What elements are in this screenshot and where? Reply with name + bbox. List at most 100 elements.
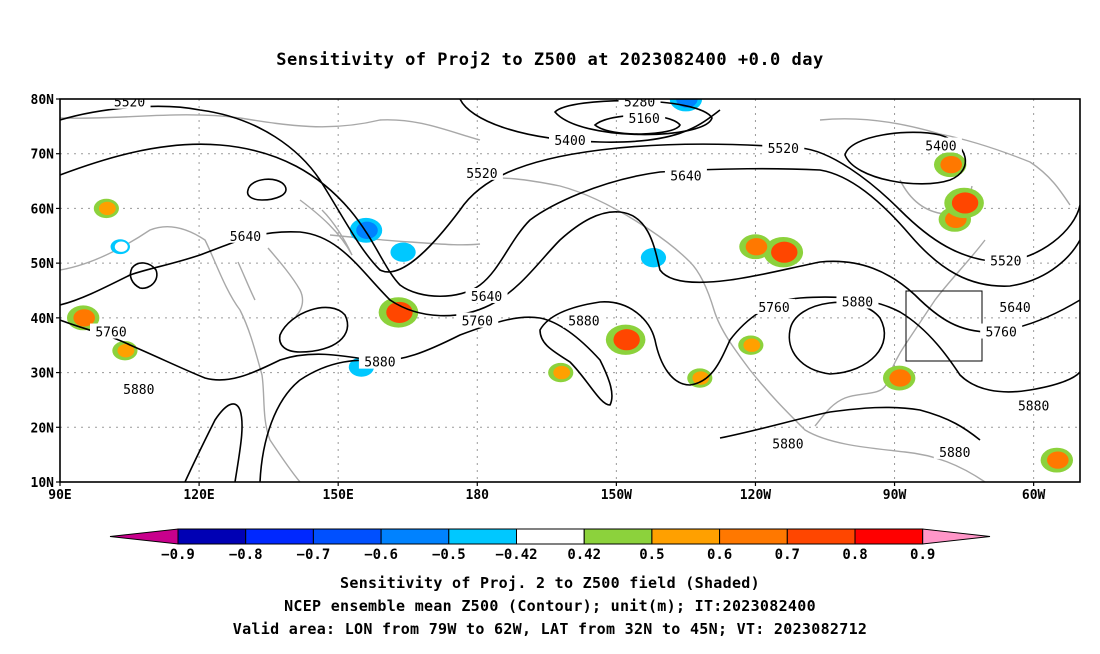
lon-label: 150W <box>601 488 632 503</box>
coast-east-asia <box>60 226 301 482</box>
colorbar-label: −0.9 <box>161 547 195 563</box>
contour-label: 5880 <box>842 295 873 310</box>
contour-5640-main <box>60 143 1080 298</box>
lon-label: 120W <box>740 488 771 503</box>
contour-label-bg <box>549 132 591 148</box>
colorbar-segment <box>312 528 382 545</box>
lon-label: 90W <box>883 488 907 503</box>
contour-label: 5640 <box>670 170 701 185</box>
contour-5760-main <box>60 211 1080 333</box>
sensitivity-patch <box>692 371 710 385</box>
contour-label-bg <box>766 435 809 451</box>
contour-high-mid <box>278 306 349 353</box>
lon-label: 150E <box>323 488 354 503</box>
sensitivity-patch <box>951 192 979 214</box>
contour-label: 5280 <box>624 96 655 111</box>
contour-label-bg <box>224 227 267 243</box>
sensitivity-patch <box>889 369 911 387</box>
colorbar-segment <box>854 528 924 545</box>
colorbar: −0.9 −0.8 −0.7 −0.6 −0.5 −0.42 0.42 0.5 0.6 0.7 0.… <box>109 528 991 563</box>
colorbar-segment <box>448 528 517 545</box>
contour-label-bg <box>90 323 132 339</box>
contour-label-bg <box>465 287 508 303</box>
contour-label: 5520 <box>768 142 799 157</box>
lat-label: 10N <box>31 476 55 491</box>
colorbar-label: −0.8 <box>229 547 263 563</box>
contour-label: 5400 <box>925 140 956 155</box>
colorbar-segment <box>177 528 247 545</box>
contour-label-bg <box>460 164 503 180</box>
contour-label-bg <box>623 110 666 126</box>
sensitivity-shading <box>66 99 1074 473</box>
contour-label: 5880 <box>939 446 970 461</box>
lat-label: 80N <box>31 93 55 108</box>
contour-label: 5520 <box>990 254 1021 269</box>
sensitivity-patch <box>1047 451 1069 469</box>
chart-title: Sensitivity of Proj2 to Z500 at 20230824… <box>276 50 824 70</box>
colorbar-high-triangle <box>922 528 991 545</box>
contour-5280 <box>553 99 713 136</box>
contour-5400-north <box>459 99 721 143</box>
colorbar-segment <box>245 528 314 545</box>
lat-label: 60N <box>31 202 55 217</box>
coast-kamchatka <box>299 199 353 256</box>
lon-label: 180 <box>466 488 490 503</box>
colorbar-segment <box>786 528 856 545</box>
sensitivity-patch <box>114 241 128 252</box>
z500-contours <box>60 99 1080 482</box>
colorbar-label: −0.7 <box>297 547 331 563</box>
colorbar-segment <box>583 528 653 545</box>
contour-label-bg <box>664 167 707 183</box>
colorbar-label: 0.8 <box>842 547 867 563</box>
sensitivity-patch <box>771 241 798 263</box>
colorbar-segment <box>651 528 721 545</box>
lat-label: 30N <box>31 367 55 382</box>
contour-label: 5880 <box>568 315 599 330</box>
sensitivity-patch <box>117 343 135 358</box>
contour-label: 5880 <box>1018 399 1049 414</box>
contour-label-bg <box>456 312 499 328</box>
lat-label: 40N <box>31 312 55 327</box>
contour-label: 5760 <box>758 301 789 316</box>
colorbar-label: 0.5 <box>639 547 664 563</box>
colorbar-label: −0.6 <box>364 547 398 563</box>
contour-label-bg <box>994 298 1037 314</box>
sensitivity-patch <box>553 365 571 380</box>
sensitivity-patch <box>356 221 378 239</box>
lon-label: 90E <box>48 488 71 503</box>
colorbar-label: 0.7 <box>775 547 800 563</box>
contour-label-bg <box>1012 397 1055 413</box>
sensitivity-patch <box>98 201 116 216</box>
lat-label: 70N <box>31 148 55 163</box>
lat-label: 20N <box>31 421 55 436</box>
contour-5880-main <box>60 296 1080 406</box>
caption-line-3: Valid area: LON from 79W to 62W, LAT fro… <box>232 620 868 638</box>
lon-label: 120E <box>183 488 214 503</box>
contour-label: 5160 <box>629 112 660 127</box>
contour-label-bg <box>919 137 962 153</box>
caption-line-1: Sensitivity of Proj. 2 to Z500 field (Sh… <box>340 574 760 592</box>
sensitivity-patch <box>745 238 768 256</box>
colorbar-label: −0.42 <box>495 547 537 563</box>
contour-label: 5760 <box>986 326 1017 341</box>
colorbar-low-triangle <box>109 528 179 545</box>
contour-label: 5880 <box>772 438 803 453</box>
contour-label: 5880 <box>123 383 154 398</box>
sensitivity-patch <box>386 301 413 323</box>
caption-line-2: NCEP ensemble mean Z500 (Contour); unit(… <box>284 597 816 615</box>
contour-label-bg <box>358 353 401 369</box>
sensitivity-patch <box>73 309 95 327</box>
contour-label-bg <box>836 293 879 309</box>
colorbar-label: 0.42 <box>567 547 601 563</box>
contour-label-bg <box>753 298 795 314</box>
coast-siberia <box>60 114 481 141</box>
contour-label: 5880 <box>364 356 395 371</box>
contour-label-bg <box>984 252 1027 268</box>
contour-5400-east <box>844 131 967 185</box>
map-frame <box>59 98 1081 483</box>
coast-korea-japan <box>237 247 304 317</box>
sensitivity-patch <box>646 250 663 265</box>
contour-label: 5760 <box>462 315 493 330</box>
contour-label-bg <box>618 99 661 109</box>
